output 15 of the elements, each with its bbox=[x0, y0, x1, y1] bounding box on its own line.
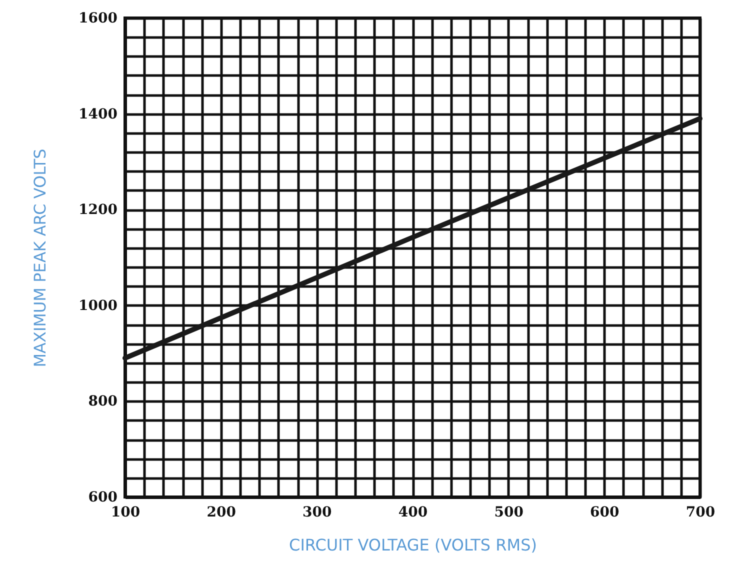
x-tick-label: 300 bbox=[302, 504, 332, 520]
y-tick-label: 1000 bbox=[78, 298, 118, 314]
x-tick-label: 700 bbox=[686, 504, 716, 520]
x-axis-title: CIRCUIT VOLTAGE (VOLTS RMS) bbox=[289, 536, 537, 554]
y-tick-label: 800 bbox=[88, 394, 118, 410]
y-tick-label: 1400 bbox=[78, 106, 118, 122]
y-tick-label: 1200 bbox=[78, 202, 118, 218]
x-tick-label: 100 bbox=[110, 504, 140, 520]
x-tick-label: 600 bbox=[590, 504, 620, 520]
x-tick-label: 400 bbox=[398, 504, 428, 520]
y-axis-title: MAXIMUM PEAK ARC VOLTS bbox=[30, 148, 50, 368]
y-tick-label: 1600 bbox=[78, 10, 118, 26]
x-tick-label: 200 bbox=[206, 504, 236, 520]
y-tick-label: 600 bbox=[88, 490, 118, 506]
x-tick-label: 500 bbox=[494, 504, 524, 520]
